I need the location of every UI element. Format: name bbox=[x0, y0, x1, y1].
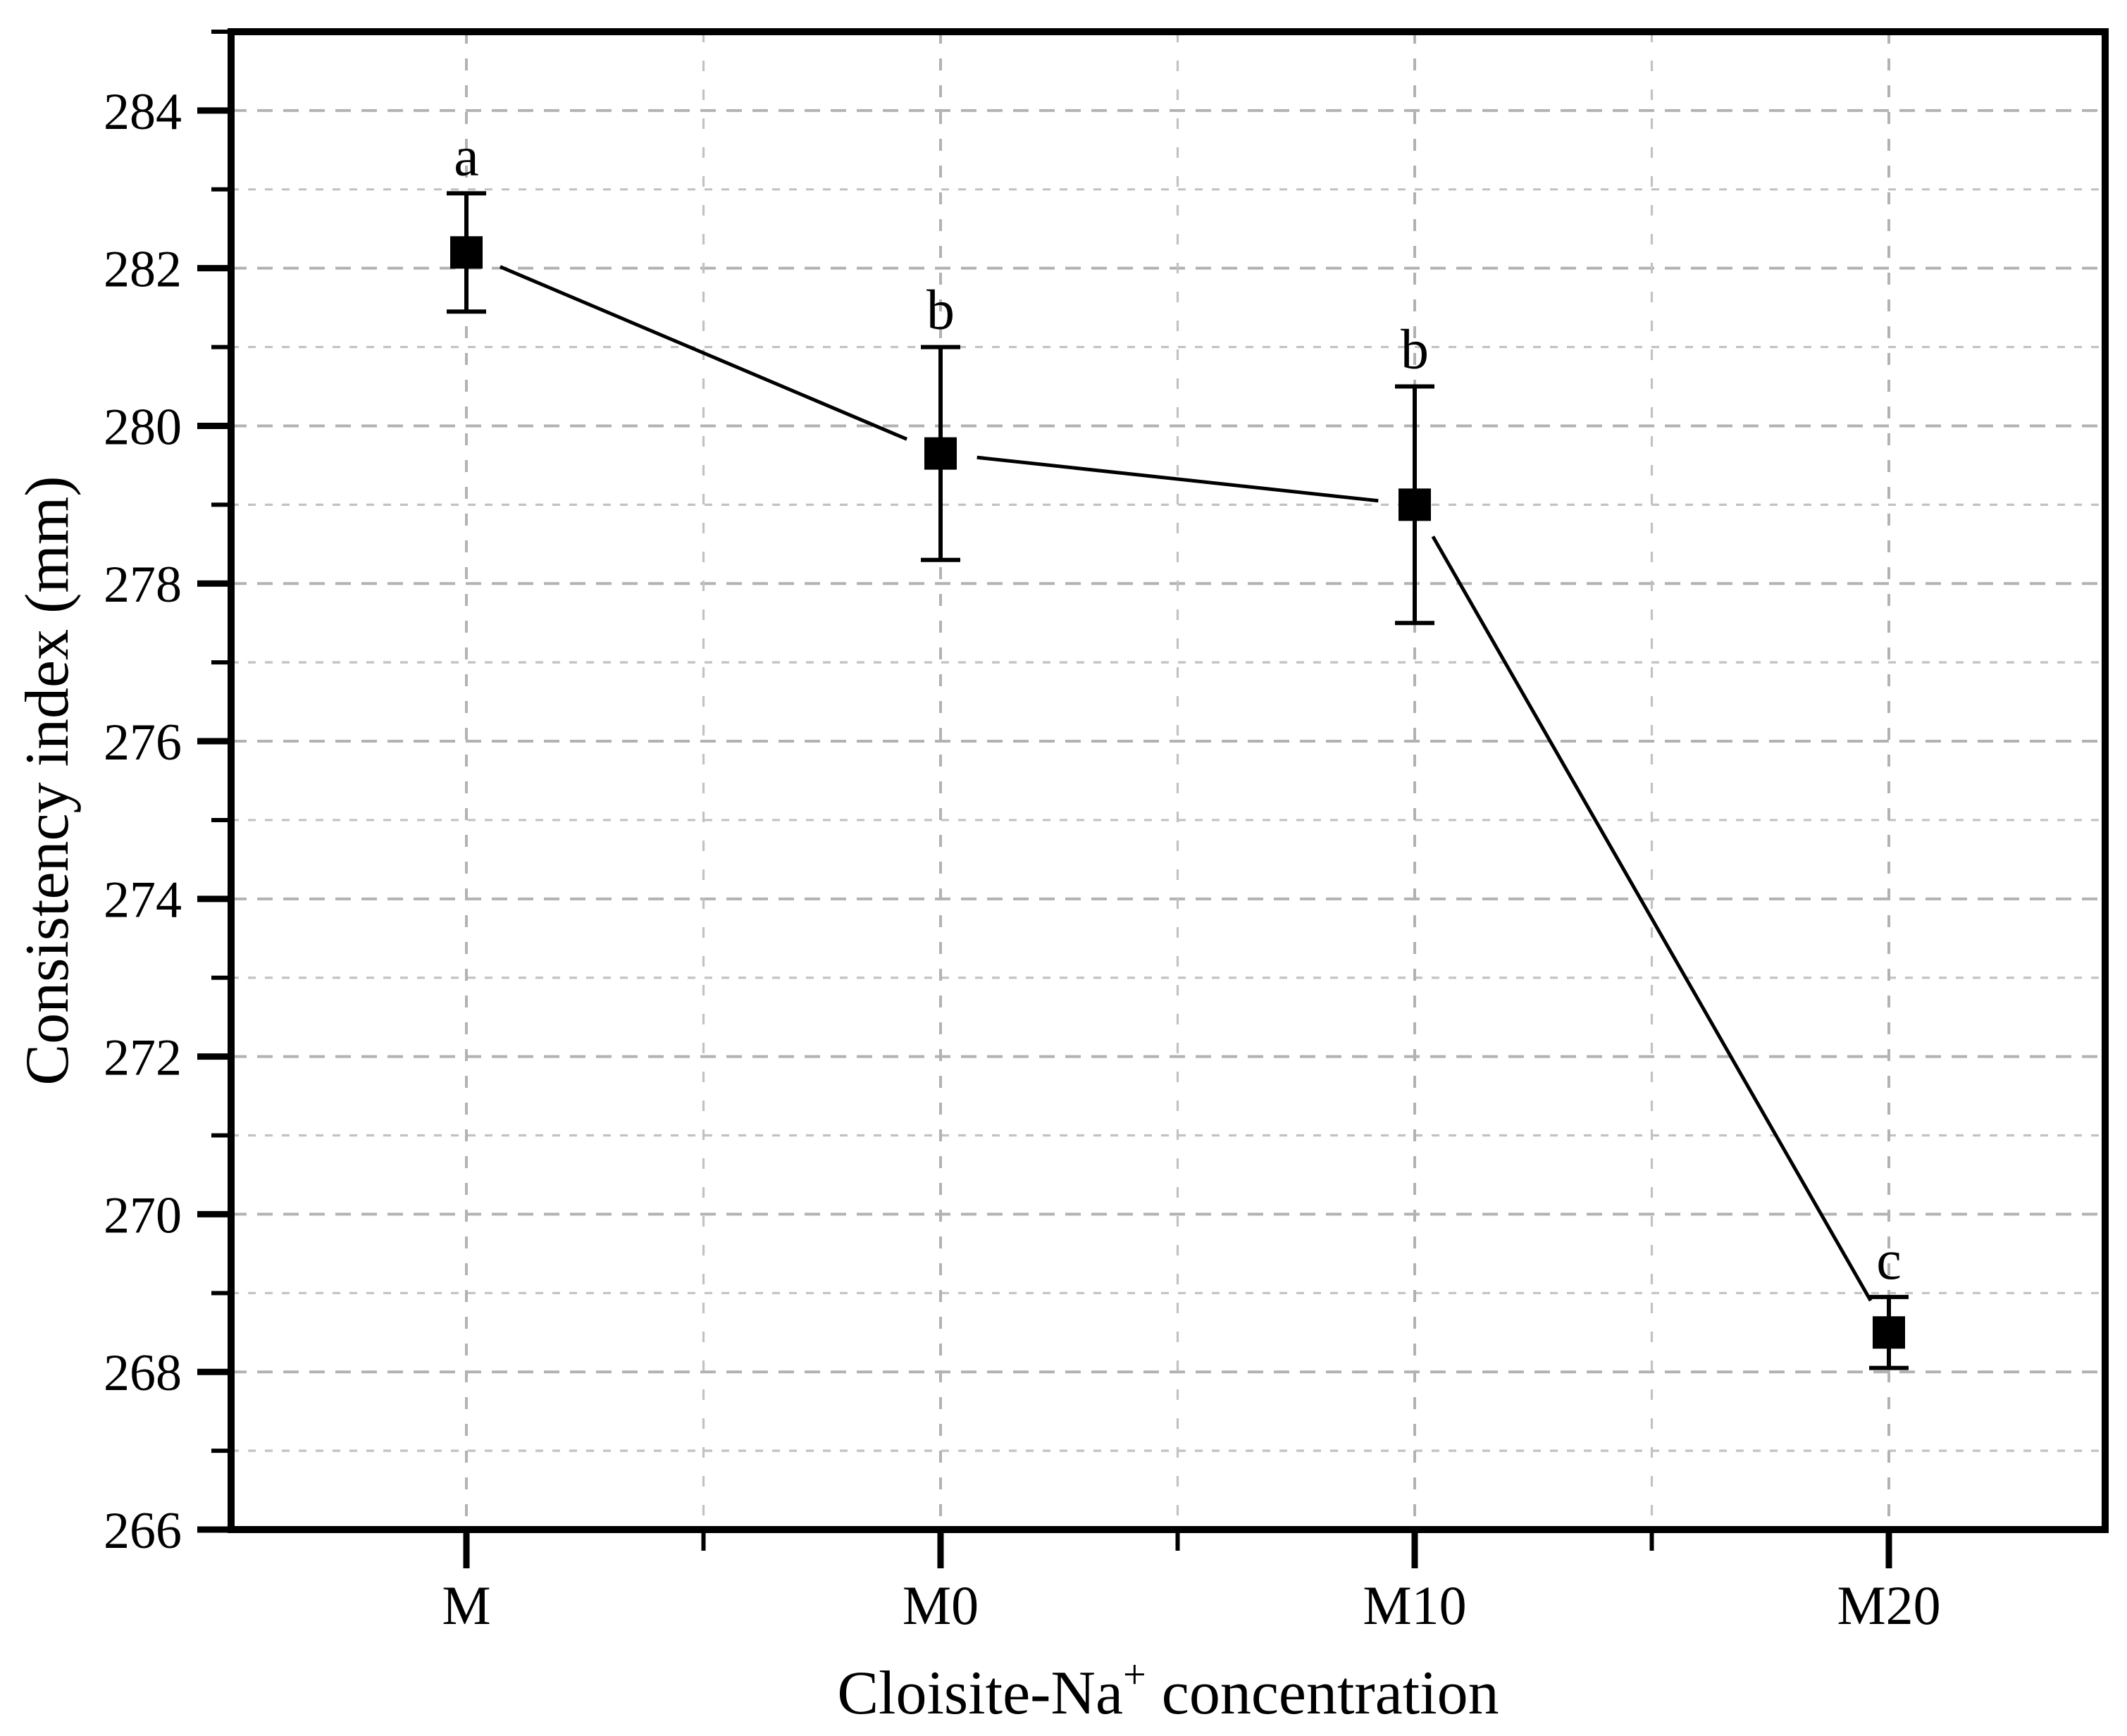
x-axis-title: Cloisite-Na+ concentration bbox=[837, 1651, 1499, 1728]
data-point-marker bbox=[1399, 488, 1431, 521]
significance-letters: a b b c bbox=[454, 125, 1902, 1291]
y-tick-label: 266 bbox=[104, 1502, 182, 1560]
data-point-marker bbox=[450, 236, 483, 269]
y-tick-labels: 266 268 270 272 274 276 278 280 282 284 bbox=[104, 83, 182, 1560]
x-tick-labels: M M0 M10 M20 bbox=[442, 1575, 1940, 1636]
significance-letter: b bbox=[926, 280, 955, 342]
series-line-segment bbox=[499, 265, 908, 441]
significance-letter: a bbox=[454, 125, 479, 187]
y-tick-label: 276 bbox=[104, 714, 182, 771]
y-tick-label: 284 bbox=[104, 83, 182, 141]
y-tick-label: 270 bbox=[104, 1186, 182, 1244]
y-tick-label: 274 bbox=[104, 872, 182, 929]
x-tick-label: M20 bbox=[1837, 1575, 1940, 1636]
y-axis-title: Consistency index (mm) bbox=[13, 476, 82, 1085]
series-line-segment bbox=[1431, 535, 1873, 1302]
plot-border bbox=[228, 28, 2109, 1533]
y-tick-label: 268 bbox=[104, 1344, 182, 1402]
y-tick-label: 272 bbox=[104, 1029, 182, 1087]
data-point-marker bbox=[924, 437, 957, 470]
series-markers bbox=[450, 236, 1905, 1349]
axis-ticks bbox=[197, 30, 1892, 1568]
x-tick-label: M bbox=[442, 1575, 490, 1636]
x-tick-label: M10 bbox=[1363, 1575, 1466, 1636]
x-tick-label: M0 bbox=[903, 1575, 979, 1636]
y-tick-label: 278 bbox=[104, 556, 182, 614]
significance-letter: b bbox=[1401, 319, 1429, 381]
series-line-segment bbox=[976, 455, 1379, 503]
series-line bbox=[499, 265, 1873, 1302]
data-point-marker bbox=[1873, 1316, 1905, 1349]
y-tick-label: 280 bbox=[104, 398, 182, 456]
significance-letter: c bbox=[1876, 1229, 1902, 1291]
y-tick-label: 282 bbox=[104, 241, 182, 299]
